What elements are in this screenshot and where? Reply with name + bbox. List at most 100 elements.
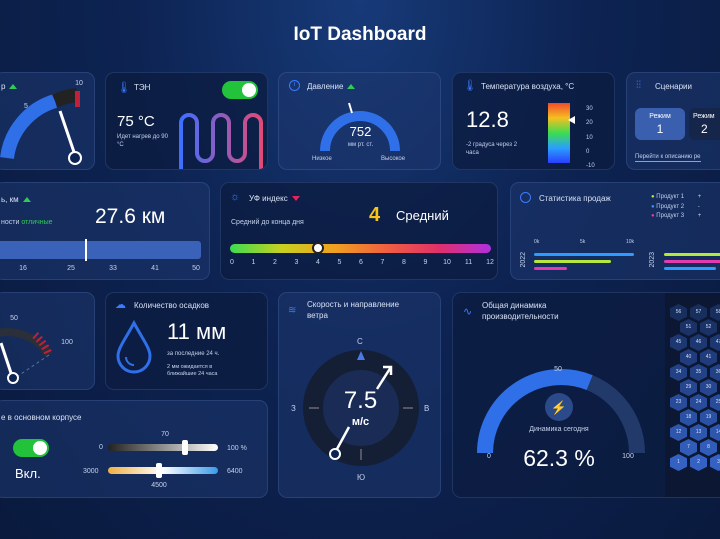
uv-tick: 6 <box>359 259 363 266</box>
color-temp-handle[interactable] <box>156 463 162 478</box>
pressure-high: Высокое <box>381 156 406 162</box>
uv-tick: 8 <box>402 259 406 266</box>
hex-cell[interactable]: 18 <box>680 409 697 426</box>
hex-cell[interactable]: 2 <box>690 454 707 471</box>
hex-cell[interactable]: 19 <box>700 409 717 426</box>
hex-cell[interactable]: 35 <box>690 364 707 381</box>
brightness-min: 0 <box>99 444 103 451</box>
wind-card: ≋ Скорость и направление ветра С Ю З В 7… <box>278 292 441 498</box>
hex-cell[interactable]: 51 <box>680 319 697 336</box>
info-icon: i <box>289 80 300 91</box>
mode-1-button[interactable]: Режим 1 <box>635 108 685 140</box>
water-drop-icon <box>116 319 152 374</box>
hex-cell[interactable]: 57 <box>690 304 707 321</box>
productivity-caption: Динамика сегодня <box>529 426 589 433</box>
scenarios-label: Сценарии <box>655 82 692 91</box>
precipitation-label: Количество осадков <box>134 301 210 310</box>
sales-legend: ● Продукт 1 + ● Продукт 2 - ● Продукт 3 … <box>651 193 701 222</box>
trend-up-icon <box>22 197 31 202</box>
hex-cell[interactable]: 25 <box>710 394 720 411</box>
bar-2023-product-3 <box>664 260 720 263</box>
uv-tick: 10 <box>443 259 451 266</box>
axis-label: 0k <box>534 239 540 245</box>
level-gauge <box>0 328 53 384</box>
hex-cell[interactable]: 36 <box>710 364 720 381</box>
speed-gauge-card: р 5 10 <box>0 72 95 170</box>
visibility-value: 27.6 км <box>95 205 166 228</box>
air-temp-note: -2 градуса через 2 часа <box>466 142 518 157</box>
scale-label: 0 <box>586 148 590 155</box>
hex-cell[interactable]: 41 <box>700 349 717 366</box>
hex-grid: 5657585152454647404134353629302324251819… <box>665 293 720 497</box>
brightness-handle[interactable] <box>182 440 188 455</box>
gauge-needle <box>0 342 13 374</box>
uv-scale-bar <box>230 244 491 253</box>
hex-cell[interactable]: 13 <box>690 424 707 441</box>
color-temp-value: 4500 <box>151 482 167 489</box>
heater-toggle[interactable] <box>222 81 258 99</box>
productivity-value: 62.3 % <box>523 445 595 471</box>
color-temp-max: 6400 <box>227 468 243 475</box>
hex-cell[interactable]: 58 <box>710 304 720 321</box>
pressure-low: Низкое <box>312 156 332 162</box>
hex-cell[interactable]: 34 <box>670 364 687 381</box>
hex-cell[interactable]: 45 <box>670 334 687 351</box>
lighting-label: е в основном корпусе <box>1 413 82 422</box>
mode-number: 1 <box>656 122 664 136</box>
hex-cell[interactable]: 24 <box>690 394 707 411</box>
bar-2022-product-2 <box>534 253 634 256</box>
uv-level: Средний <box>396 208 449 223</box>
hex-cell[interactable]: 29 <box>680 379 697 396</box>
mode-label: Режим <box>693 113 715 120</box>
scale-label: -10 <box>586 163 595 170</box>
hex-cell[interactable]: 47 <box>710 334 720 351</box>
hex-cell[interactable]: 3 <box>710 454 720 471</box>
heater-card: 🌡 ТЭН 75 °C Идет нагрев до 90 °C <box>105 72 268 170</box>
hex-cell[interactable]: 14 <box>710 424 720 441</box>
hex-cell[interactable]: 7 <box>680 439 697 456</box>
bar-2022-product-3 <box>534 267 567 270</box>
uv-label: УФ индекс <box>249 194 288 203</box>
hex-cell[interactable]: 12 <box>670 424 687 441</box>
uv-tick: 5 <box>337 259 342 266</box>
year-label: 2022 <box>520 251 528 268</box>
lighting-state: Вкл. <box>15 466 41 481</box>
precipitation-card: ☁ Количество осадков 11 мм за последние … <box>105 292 268 390</box>
scenarios-description-link[interactable]: Перейти к описанию ре <box>635 153 701 163</box>
speed-gauge <box>0 88 82 165</box>
lighting-toggle[interactable] <box>13 439 49 457</box>
uv-note: Средний до конца дня <box>231 219 304 226</box>
hex-cell[interactable]: 30 <box>700 379 717 396</box>
hex-cell[interactable]: 8 <box>700 439 717 456</box>
bar-2022-product-1 <box>534 260 611 263</box>
hex-cell[interactable]: 56 <box>670 304 687 321</box>
visibility-bar <box>0 241 201 259</box>
legend-value: + <box>697 194 702 200</box>
mode-2-button[interactable]: Режим 2 <box>689 108 720 140</box>
hex-cell[interactable]: 23 <box>670 394 687 411</box>
color-temp-slider[interactable] <box>108 467 218 474</box>
visibility-label: ь, км <box>1 195 19 204</box>
hex-cell[interactable]: 1 <box>670 454 687 471</box>
pressure-unit: мм рт. ст. <box>347 142 374 148</box>
pressure-value: 752 <box>349 124 372 139</box>
brightness-slider[interactable] <box>108 444 218 451</box>
gauge-min-label: 0 <box>487 453 491 460</box>
hex-cell[interactable]: 52 <box>700 319 717 336</box>
air-temp-label: Температура воздуха, °C <box>481 82 575 91</box>
scale-label: 10 <box>75 80 83 87</box>
bar-2023-product-1 <box>664 253 720 256</box>
hex-cell[interactable]: 46 <box>690 334 707 351</box>
gauge-max-label: 100 <box>622 453 634 460</box>
hex-cell[interactable]: 40 <box>680 349 697 366</box>
legend-item: ● Продукт 3 + <box>651 213 702 219</box>
scale-label: 30 <box>586 106 593 112</box>
productivity-card: ∿ Общая динамика производительности ⚡ 50… <box>452 292 720 498</box>
cloud-rain-icon: ☁ <box>115 299 126 311</box>
visibility-status: отличные <box>21 219 53 226</box>
tick: 25 <box>67 265 75 272</box>
heating-element-icon <box>179 113 263 169</box>
compass-west: З <box>291 404 296 413</box>
year-label: 2023 <box>649 251 657 268</box>
sun-icon: ☼ <box>230 191 241 203</box>
